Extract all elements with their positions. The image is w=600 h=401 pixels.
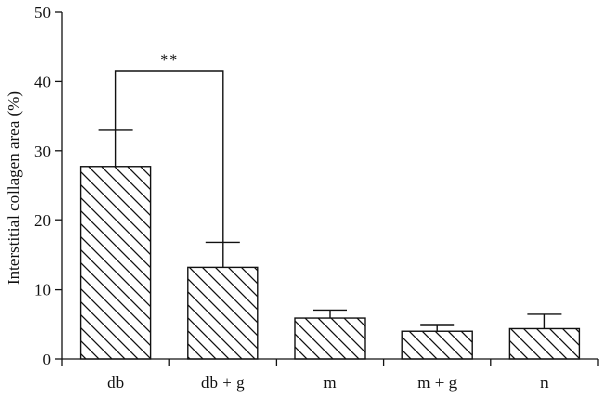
error-bars bbox=[98, 129, 562, 332]
significance-label: ** bbox=[160, 52, 178, 69]
y-tick-label: 0 bbox=[43, 350, 52, 369]
x-tick-label: m bbox=[323, 373, 336, 392]
bar-n bbox=[508, 327, 581, 360]
y-tick-label: 10 bbox=[34, 281, 51, 300]
y-tick-label: 40 bbox=[34, 72, 51, 91]
y-tick-label: 20 bbox=[34, 211, 51, 230]
x-tick-label: m + g bbox=[417, 373, 457, 392]
bar-m-g bbox=[401, 330, 473, 360]
x-tick-label: n bbox=[540, 373, 549, 392]
y-tick-label: 50 bbox=[34, 3, 51, 22]
y-axis: 0 10 20 30 40 50 bbox=[34, 3, 63, 369]
x-axis: db db + g m m + g n bbox=[61, 358, 599, 392]
bar-m bbox=[294, 317, 366, 360]
x-tick-label: db + g bbox=[201, 373, 245, 392]
x-tick-label: db bbox=[107, 373, 124, 392]
significance-bracket bbox=[114, 70, 224, 243]
significance-annotations: ** bbox=[114, 52, 224, 243]
bar-db-g bbox=[187, 266, 259, 360]
bar-series bbox=[79, 166, 581, 360]
y-axis-title: Interstitial collagen area (%) bbox=[4, 91, 23, 285]
bar-db bbox=[79, 166, 152, 360]
y-tick-label: 30 bbox=[34, 142, 51, 161]
